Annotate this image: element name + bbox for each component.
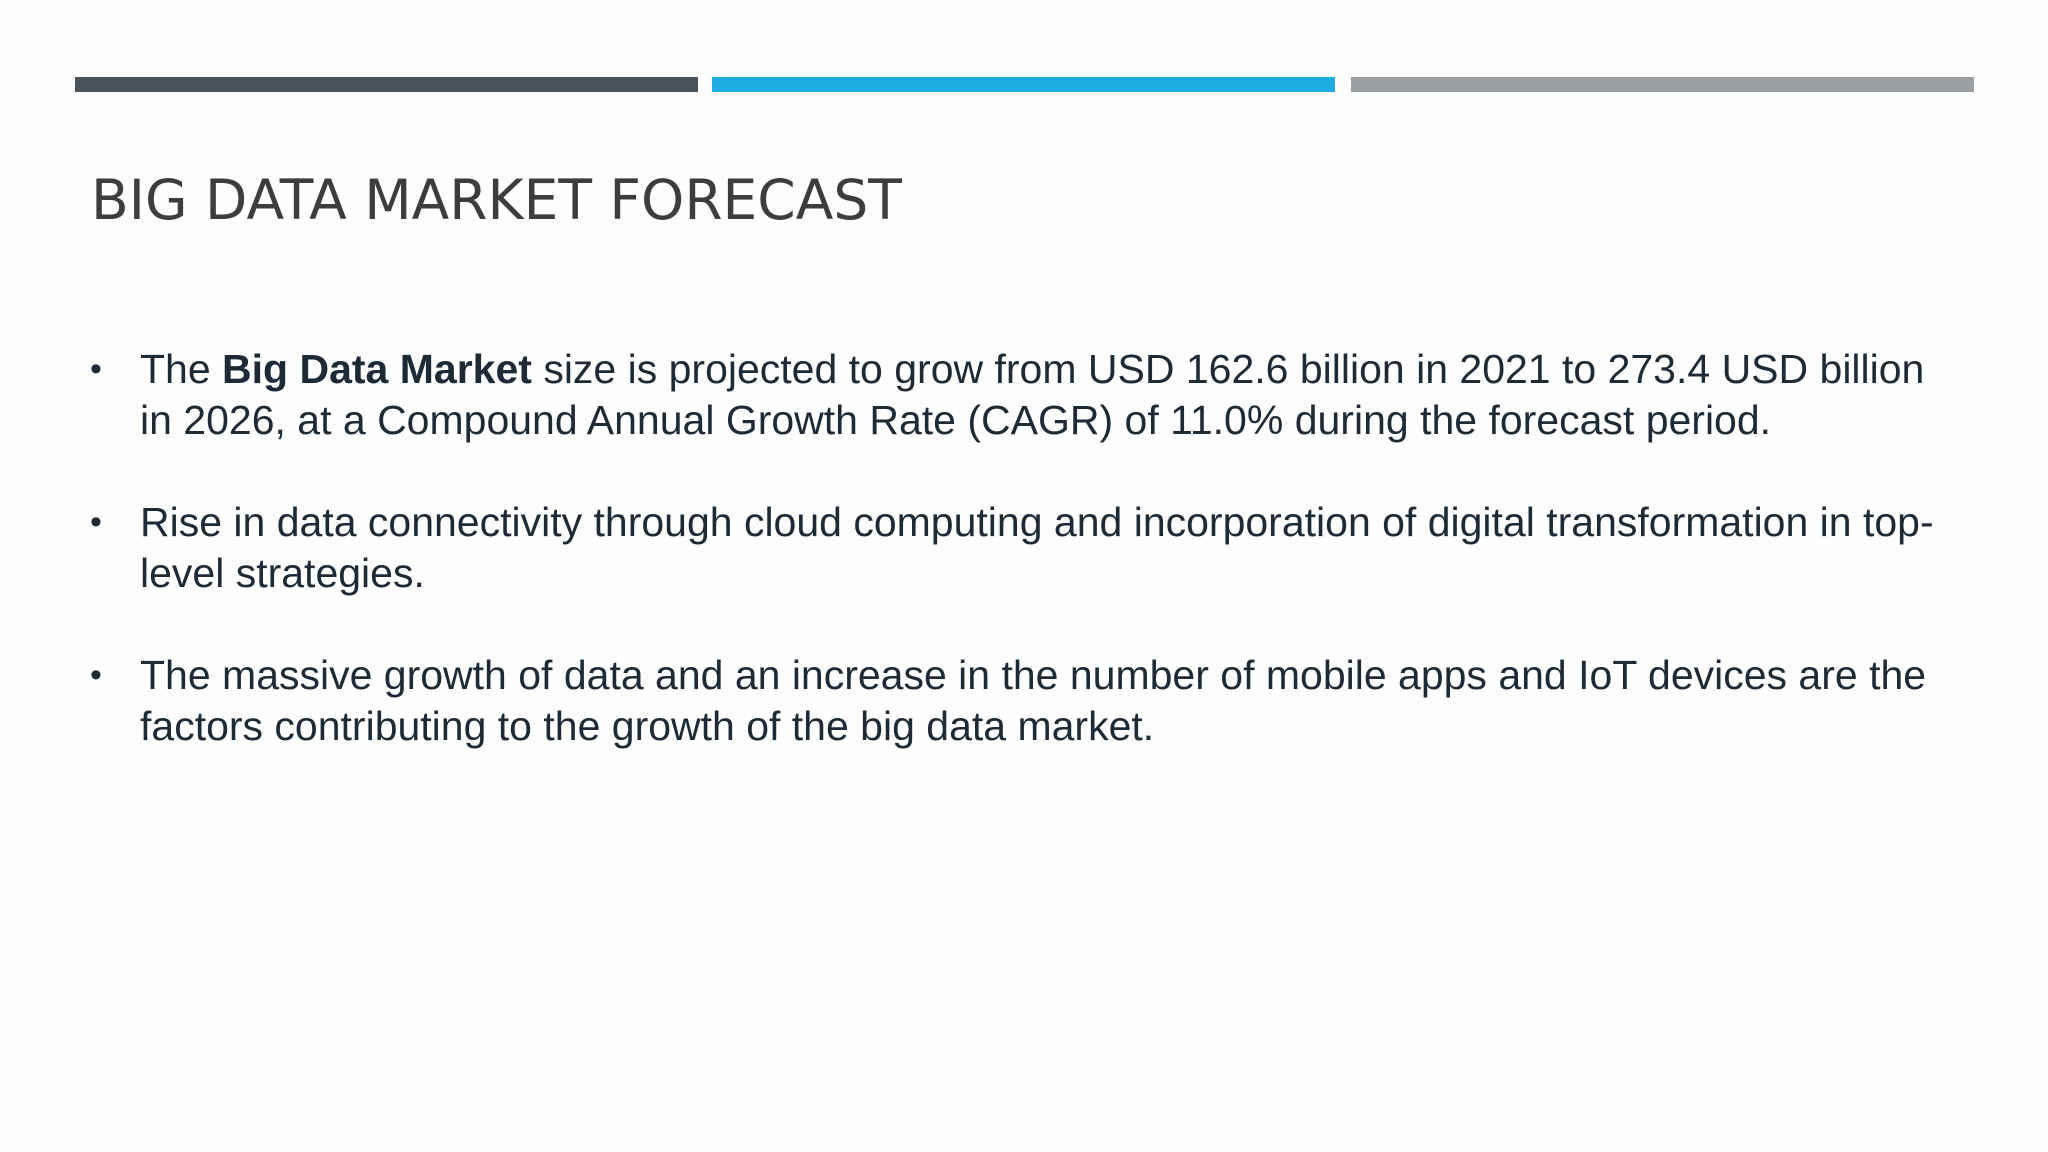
accent-bar-gray — [1351, 77, 1974, 92]
slide-title: BIG DATA MARKET FORECAST — [91, 168, 902, 232]
accent-bar-blue — [712, 77, 1335, 92]
bullet-dot-icon: • — [90, 503, 102, 541]
bullet-text: The massive growth of data and an increa… — [140, 652, 1927, 749]
bullet-text-prefix: The — [140, 346, 223, 392]
bullet-text: Rise in data connectivity through cloud … — [140, 499, 1934, 596]
bullet-list: • The Big Data Market size is projected … — [90, 344, 1940, 803]
bullet-item-connectivity: • Rise in data connectivity through clou… — [90, 497, 1940, 599]
bullet-dot-icon: • — [90, 350, 102, 388]
bullet-item-growth-factors: • The massive growth of data and an incr… — [90, 650, 1940, 752]
accent-bar-dark — [75, 77, 698, 92]
bullet-dot-icon: • — [90, 656, 102, 694]
bullet-text-bold: Big Data Market — [222, 346, 532, 392]
bullet-item-market-size: • The Big Data Market size is projected … — [90, 344, 1940, 446]
bullet-text-suffix: size is projected to grow from USD 162.6… — [140, 346, 1925, 443]
